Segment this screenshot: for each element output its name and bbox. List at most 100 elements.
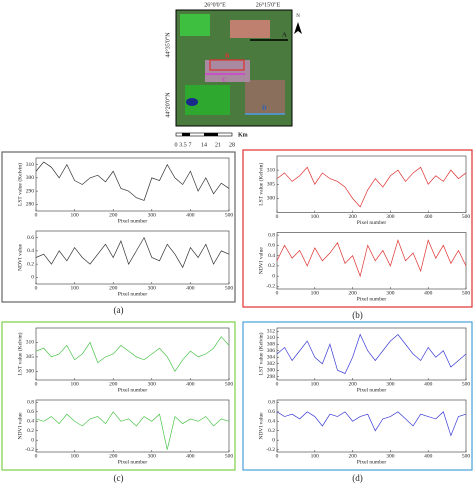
y-axis-label: LST value (Kelvin) [257,332,264,375]
x-tick-label: 500 [225,285,234,291]
y-tick-label: -0.2 [266,284,275,290]
x-tick-label: 0 [276,453,279,459]
y-tick-label: 300 [26,369,35,375]
x-tick-label: 400 [424,290,433,296]
x-tick-label: 0 [35,453,38,459]
y-tick-label: -0.2 [25,447,34,453]
plot-area [276,399,467,453]
panel-label: (d) [352,473,363,483]
data-line [35,336,230,373]
x-tick-label: 200 [348,381,357,387]
x-tick-label: 100 [311,453,320,459]
y-tick-label: 0.6 [27,409,34,415]
y-tick-label: -0.2 [266,447,275,453]
y-axis-label: NDVI value [258,247,264,275]
x-tick-label: 0 [276,290,279,296]
x-tick-label: 400 [186,285,195,291]
data-line [35,411,230,450]
x-axis-label: Pixel number [118,218,148,224]
y-tick-label: 305 [26,354,35,360]
x-tick-label: 0 [276,214,279,220]
y-axis-label: NDVI value [258,412,264,440]
x-tick-label: 200 [348,290,357,296]
y-tick-label: 0.8 [27,400,34,406]
x-tick-label: 100 [311,214,320,220]
y-tick-label: 0.8 [268,400,275,406]
x-tick-label: 300 [148,381,157,387]
x-axis-label: Pixel number [118,459,148,465]
x-tick-label: 100 [70,453,79,459]
panel-label: (a) [114,305,124,315]
y-tick-label: 0 [272,273,275,279]
x-tick-label: 400 [186,212,195,218]
x-tick-label: 400 [424,214,433,220]
y-tick-label: 290 [26,188,35,194]
y-tick-label: 0.6 [268,409,275,415]
region-label: A [282,31,287,38]
y-tick-label: 310 [26,340,35,346]
y-tick-label: 0 [31,275,34,281]
x-tick-label: 0 [35,381,38,387]
panel-label: (b) [352,310,363,320]
y-tick-label: 0.6 [268,243,275,249]
y-tick-label: 310 [267,335,276,341]
map-patch [245,80,285,115]
x-tick-label: 0 [35,212,38,218]
lat-label: 44°20'0"N [164,92,171,118]
x-tick-label: 500 [225,453,234,459]
x-tick-label: 0 [276,381,279,387]
x-tick-label: 300 [148,453,157,459]
panel-border [242,321,473,471]
x-tick-label: 500 [462,381,471,387]
scale-tick: 28 [229,142,235,148]
map: A B C D 26°0'0"E 26°15'0"E 44°35'0"N 44°… [164,1,302,148]
map-patch [230,20,270,38]
region-label: D [262,104,267,111]
y-tick-label: 304 [267,355,276,361]
lat-label: 44°35'0"N [164,32,171,58]
panel-label: (c) [114,473,124,483]
scale-tick: 0 [175,142,178,148]
x-tick-label: 100 [311,290,320,296]
lake [186,98,198,106]
scale-unit: Km [238,132,248,138]
x-tick-label: 300 [386,381,395,387]
x-tick-label: 300 [386,214,395,220]
scale-tick: 7 [189,142,192,148]
north-arrow [294,22,302,34]
x-axis-label: Pixel number [357,387,387,393]
x-tick-label: 100 [311,381,320,387]
y-tick-label: 0 [272,437,275,443]
x-tick-label: 200 [109,212,118,218]
x-axis-label: Pixel number [357,296,387,302]
x-axis-label: Pixel number [357,459,387,465]
y-tick-label: 306 [267,348,276,354]
scale-tick: 14 [201,142,207,148]
scale-tick: 3.5 [179,142,187,148]
y-tick-label: 312 [267,329,276,335]
data-line [276,333,467,374]
y-axis-label: NDVI value [17,412,23,440]
y-tick-label: 310 [267,167,276,173]
y-tick-label: 0 [31,437,34,443]
x-tick-label: 200 [109,453,118,459]
x-tick-label: 200 [109,285,118,291]
x-tick-label: 400 [424,381,433,387]
y-tick-label: 0.4 [268,419,275,425]
x-tick-label: 400 [186,453,195,459]
x-tick-label: 100 [70,381,79,387]
x-tick-label: 500 [462,214,471,220]
data-line [276,239,467,278]
data-line [35,161,230,201]
data-line [35,236,230,269]
x-axis-label: Pixel number [357,220,387,226]
region-label: B [225,52,230,59]
x-axis-label: Pixel number [118,291,148,297]
x-tick-label: 300 [148,212,157,218]
scale-bar [204,133,218,136]
x-tick-label: 500 [462,290,471,296]
plot-area [35,399,230,453]
map-patch [205,60,250,82]
x-tick-label: 300 [148,285,157,291]
plot-area [35,157,230,212]
